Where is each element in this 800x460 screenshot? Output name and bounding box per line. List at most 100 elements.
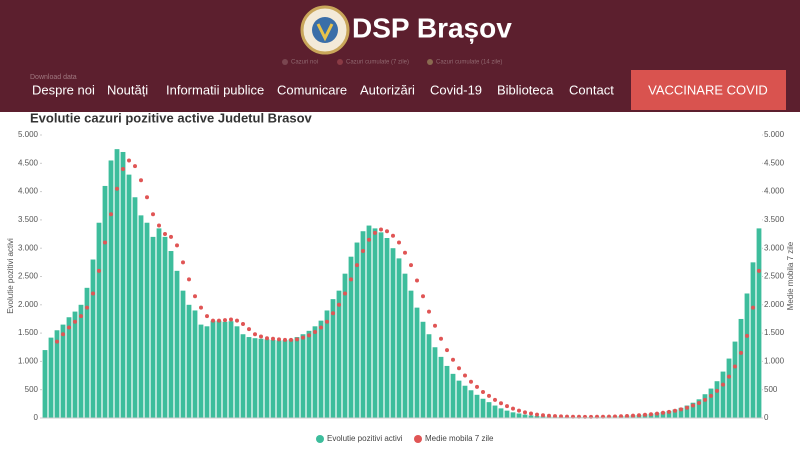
nav-item[interactable]: Comunicare	[277, 82, 347, 97]
nav-item[interactable]: Biblioteca	[497, 82, 554, 97]
avg-dot	[751, 305, 755, 310]
avg-dot	[259, 334, 263, 339]
y-axis-label: Evolutie pozitivi activi	[6, 238, 15, 314]
bar	[324, 310, 330, 418]
bar	[708, 388, 714, 418]
bar	[690, 402, 696, 418]
avg-dot	[313, 329, 317, 334]
legend-swatch[interactable]	[414, 435, 422, 443]
bar	[342, 273, 348, 418]
bar	[714, 381, 720, 418]
bar	[168, 251, 174, 418]
y-tick-label: 500	[25, 385, 39, 394]
nav-item[interactable]: Contact	[569, 82, 614, 97]
bar	[138, 215, 144, 418]
bar	[396, 258, 402, 418]
bar	[534, 416, 540, 418]
avg-dot	[319, 325, 323, 330]
bg-legend-label: Cazuri cumulate (7 zile)	[346, 60, 409, 66]
bar	[492, 405, 498, 418]
bar	[192, 310, 198, 418]
avg-dot	[715, 388, 719, 393]
avg-dot	[409, 263, 413, 268]
vaccine-button[interactable]: VACCINARE COVID	[648, 82, 768, 97]
avg-dot	[637, 413, 641, 418]
bar	[528, 415, 534, 418]
site-title[interactable]: DSP Brașov	[352, 12, 512, 43]
bar	[72, 311, 78, 418]
avg-dot	[433, 323, 437, 328]
chart-title: Evolutie cazuri pozitive active Judetul …	[30, 110, 313, 125]
nav-item[interactable]: Covid-19	[430, 82, 482, 97]
avg-dot	[97, 268, 101, 273]
avg-dot	[217, 318, 221, 323]
avg-dot	[211, 318, 215, 323]
bar	[348, 256, 354, 418]
avg-dot	[535, 412, 539, 417]
avg-dot	[679, 407, 683, 412]
avg-dot	[487, 393, 491, 398]
avg-dot	[667, 409, 671, 414]
avg-dot	[427, 309, 431, 314]
avg-dot	[139, 178, 143, 183]
bar	[300, 334, 306, 418]
bar	[438, 356, 444, 418]
y2-tick-label: 3.000	[764, 243, 785, 252]
avg-dot	[511, 406, 515, 411]
legend-label[interactable]: Medie mobila 7 zile	[425, 434, 494, 443]
legend-label[interactable]: Evolutie pozitivi activi	[327, 434, 403, 443]
avg-dot	[547, 413, 551, 418]
bar	[516, 413, 522, 418]
avg-dot	[229, 317, 233, 322]
y-tick-label: 2.000	[18, 300, 39, 309]
avg-dot	[361, 249, 365, 254]
avg-dot	[631, 413, 635, 418]
avg-dot	[181, 260, 185, 265]
vaccine-button-bg[interactable]	[631, 70, 786, 110]
nav-item[interactable]: Noutăți	[107, 82, 148, 97]
avg-dot	[241, 322, 245, 327]
avg-dot	[337, 302, 341, 307]
avg-dot	[385, 229, 389, 234]
bar	[294, 337, 300, 418]
nav-item[interactable]: Autorizări	[360, 82, 415, 97]
avg-dot	[199, 305, 203, 310]
avg-dot	[733, 364, 737, 369]
bar	[144, 222, 150, 418]
avg-dot	[325, 319, 329, 324]
bar	[420, 321, 426, 418]
bar	[228, 321, 234, 418]
bg-legend-label: Cazuri noi	[291, 60, 318, 66]
download-link[interactable]: Download data	[30, 74, 77, 81]
logo-mark	[316, 23, 334, 42]
avg-dot	[709, 393, 713, 398]
avg-dot	[463, 373, 467, 378]
bar	[42, 350, 48, 418]
avg-dot	[265, 336, 269, 341]
y2-tick-label: 500	[764, 385, 778, 394]
bar	[510, 412, 516, 418]
avg-dot	[73, 319, 77, 324]
bar	[720, 371, 726, 418]
y2-tick-label: 4.000	[764, 187, 785, 196]
avg-dot	[397, 240, 401, 245]
nav-item[interactable]: Informatii publice	[166, 82, 264, 97]
avg-dot	[331, 311, 335, 316]
bar	[90, 259, 96, 418]
avg-dot	[469, 379, 473, 384]
y-tick-label: 2.500	[18, 272, 39, 281]
bar	[162, 236, 168, 418]
avg-dot	[271, 336, 275, 341]
bar	[756, 228, 762, 418]
bar	[180, 290, 186, 418]
avg-dot	[661, 410, 665, 415]
avg-dot	[103, 240, 107, 245]
legend-swatch[interactable]	[316, 435, 324, 443]
avg-dot	[493, 397, 497, 402]
bar	[240, 334, 246, 418]
bar	[114, 149, 120, 418]
bar	[234, 326, 240, 418]
nav-item[interactable]: Despre noi	[32, 82, 95, 97]
